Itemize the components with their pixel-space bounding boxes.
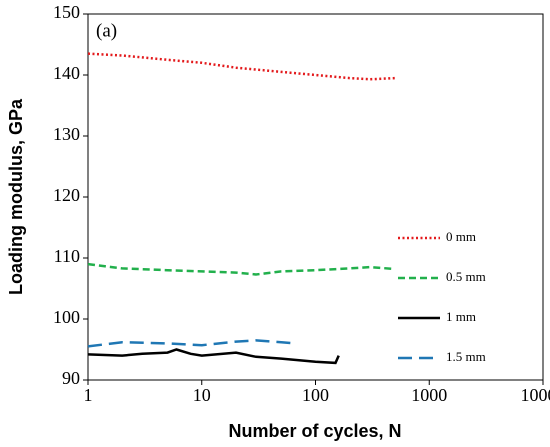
y-axis-label: Loading modulus, GPa — [6, 98, 26, 295]
x-axis-label: Number of cycles, N — [228, 421, 401, 441]
y-tick-label: 120 — [53, 185, 80, 205]
legend-label: 0.5 mm — [446, 269, 486, 284]
y-tick-label: 100 — [53, 307, 80, 327]
y-tick-label: 150 — [53, 2, 80, 22]
y-tick-label: 110 — [54, 246, 80, 266]
series-line — [87, 339, 295, 348]
y-tick-label: 140 — [53, 63, 80, 83]
series-line — [87, 52, 396, 81]
y-tick-label: 130 — [53, 124, 80, 144]
series-line — [87, 262, 396, 276]
x-tick-label: 10000 — [521, 385, 550, 405]
legend-label: 0 mm — [446, 229, 476, 244]
x-tick-label: 100 — [302, 385, 329, 405]
y-tick-label: 90 — [62, 368, 80, 388]
series-line — [87, 348, 340, 365]
x-tick-label: 1000 — [411, 385, 447, 405]
plot-frame — [87, 13, 544, 381]
x-tick-label: 10 — [193, 385, 211, 405]
legend-label: 1 mm — [446, 309, 476, 324]
annotation: (a) — [96, 20, 117, 41]
x-tick-label: 1 — [84, 385, 93, 405]
legend-label: 1.5 mm — [446, 349, 486, 364]
